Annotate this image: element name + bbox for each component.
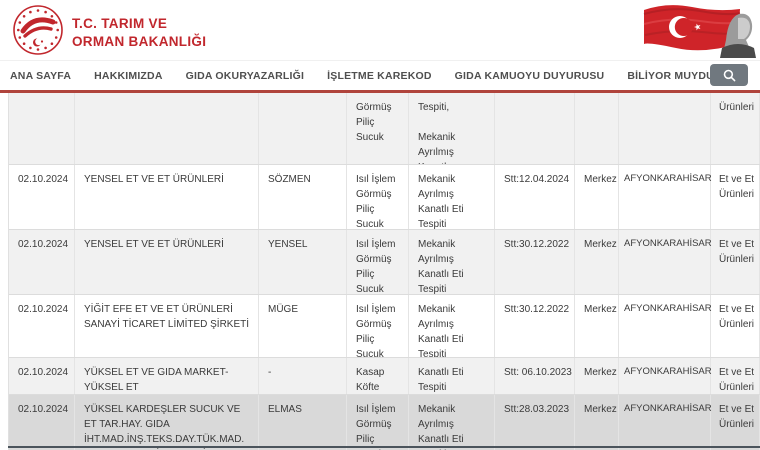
nav-item-isletme-karekod[interactable]: İŞLETME KAREKOD: [327, 69, 432, 82]
cell-brand: MÜGE: [259, 295, 347, 357]
cell-province: AFYONKARAHİSAR: [619, 295, 712, 357]
cell-province: AFYONKARAHİSAR: [619, 395, 712, 450]
cell-province: AFYONKARAHİSAR: [619, 230, 712, 294]
cell-stt: Stt:12.04.2024: [495, 165, 575, 229]
ministry-title: T.C. TARIM VE ORMAN BAKANLIĞI: [72, 15, 206, 50]
cell-date: 02.10.2024: [9, 358, 75, 394]
cell-category: Et ve Et Ürünleri: [711, 230, 760, 294]
ministry-emblem-icon: [13, 5, 63, 55]
cell-category: Et ve Et Ürünleri: [711, 395, 760, 450]
table-row-highlighted: 02.10.2024 YÜKSEL KARDEŞLER SUCUK VE ET …: [9, 395, 760, 450]
cell-unit: Merkez: [575, 230, 619, 294]
ministry-title-line2: ORMAN BAKANLIĞI: [72, 33, 207, 49]
cell-province: [619, 93, 711, 164]
cell-stt: Stt:30.12.2022: [495, 230, 575, 294]
table-row: 02.10.2024 YİĞİT EFE ET VE ET ÜRÜNLERİ S…: [9, 295, 760, 358]
site-header: T.C. TARIM VE ORMAN BAKANLIĞI: [0, 0, 760, 60]
cell-category: Et ve Et Ürünleri: [711, 358, 760, 394]
cell-company: YÜKSEL ET VE GIDA MARKET- YÜKSEL ET: [75, 358, 259, 394]
cell-product: Isıl İşlem Görmüş Piliç Sucuk: [347, 165, 409, 229]
bottom-edge-line: [8, 446, 760, 448]
cell-product: Isıl İşlem Görmüş Piliç Sucuk: [347, 295, 409, 357]
cell-unit: Merkez: [575, 395, 619, 450]
cell-date: 02.10.2024: [9, 165, 75, 229]
cell-province: AFYONKARAHİSAR: [619, 358, 712, 394]
table-row: 02.10.2024 YENSEL ET VE ET ÜRÜNLERİ YENS…: [9, 230, 760, 295]
search-button[interactable]: [710, 64, 748, 86]
nav-item-hakkimizda[interactable]: HAKKIMIZDA: [94, 69, 163, 82]
cell-company: YENSEL ET VE ET ÜRÜNLERİ: [75, 230, 259, 294]
cell-date: 02.10.2024: [9, 395, 75, 450]
main-nav: ANA SAYFA HAKKIMIZDA GIDA OKURYAZARLIĞI …: [0, 60, 760, 90]
turkish-flag-icon: [642, 2, 758, 58]
cell-product: Görmüş Piliç Sucuk: [347, 93, 409, 164]
ministry-title-line1: T.C. TARIM VE: [72, 16, 168, 31]
cell-date: [9, 93, 75, 164]
nav-item-gida-kamuoyu-duyurusu[interactable]: GIDA KAMUOYU DUYURUSU: [454, 69, 605, 82]
cell-brand: YENSEL: [259, 230, 347, 294]
cell-finding: Mekanik Ayrılmış Kanatlı Eti Tespiti: [409, 230, 495, 294]
cell-product: Kasap Köfte: [347, 358, 409, 394]
cell-unit: Merkez: [575, 295, 619, 357]
cell-date: 02.10.2024: [9, 230, 75, 294]
cell-company: [75, 93, 259, 164]
cell-stt: Stt:28.03.2023: [495, 395, 575, 450]
cell-brand: [259, 93, 347, 164]
cell-product: Isıl İşlem Görmüş Piliç Sucuk: [347, 395, 409, 450]
cell-stt: Stt:30.12.2022: [495, 295, 575, 357]
cell-date: 02.10.2024: [9, 295, 75, 357]
cell-unit: Merkez: [575, 358, 619, 394]
table-row: 02.10.2024 YÜKSEL ET VE GIDA MARKET- YÜK…: [9, 358, 760, 395]
ministry-logo[interactable]: [12, 4, 64, 56]
disclosure-table: Görmüş Piliç Sucuk Tespiti, Mekanik Ayrı…: [8, 93, 760, 450]
cell-brand: -: [259, 358, 347, 394]
nav-item-ana-sayfa[interactable]: ANA SAYFA: [10, 69, 72, 82]
table-row-partial: Görmüş Piliç Sucuk Tespiti, Mekanik Ayrı…: [9, 93, 760, 165]
cell-finding: Mekanik Ayrılmış Kanatlı Eti Tespiti: [409, 395, 495, 450]
cell-category: Et ve Et Ürünleri: [711, 165, 760, 229]
cell-stt: [495, 93, 575, 164]
cell-province: AFYONKARAHİSAR: [619, 165, 712, 229]
flag-ataturk-image: [642, 2, 758, 58]
cell-company: YİĞİT EFE ET VE ET ÜRÜNLERİ SANAYİ TİCAR…: [75, 295, 259, 357]
cell-finding: Tespiti, Mekanik Ayrılmış Kanatlı Eti Te…: [409, 93, 495, 164]
cell-product: Isıl İşlem Görmüş Piliç Sucuk: [347, 230, 409, 294]
cell-finding: Mekanik Ayrılmış Kanatlı Eti Tespiti: [409, 165, 495, 229]
cell-category: Ürünleri: [711, 93, 760, 164]
cell-brand: ELMAS: [259, 395, 347, 450]
cell-finding: Kanatlı Eti Tespiti: [409, 358, 495, 394]
cell-brand: SÖZMEN: [259, 165, 347, 229]
red-divider: [0, 90, 760, 93]
search-icon: [723, 69, 735, 81]
cell-finding: Mekanik Ayrılmış Kanatlı Eti Tespiti: [409, 295, 495, 357]
nav-item-gida-okuryazarligi[interactable]: GIDA OKURYAZARLIĞI: [185, 69, 305, 82]
cell-category: Et ve Et Ürünleri: [711, 295, 760, 357]
cell-stt: Stt: 06.10.2023: [495, 358, 575, 394]
table-row: 02.10.2024 YENSEL ET VE ET ÜRÜNLERİ SÖZM…: [9, 165, 760, 230]
cell-unit: [575, 93, 619, 164]
cell-unit: Merkez: [575, 165, 619, 229]
cell-company: YENSEL ET VE ET ÜRÜNLERİ: [75, 165, 259, 229]
cell-company: YÜKSEL KARDEŞLER SUCUK VE ET TAR.HAY. GI…: [75, 395, 259, 450]
